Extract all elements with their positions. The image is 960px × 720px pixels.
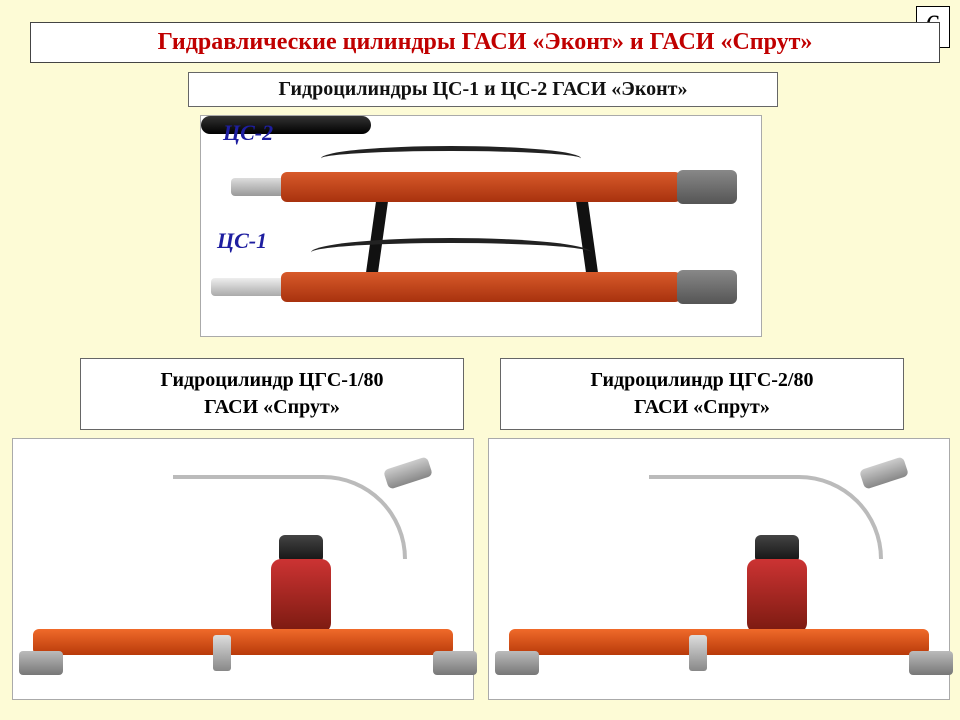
figure-sprut-1-80 [12,438,474,700]
valve-block-icon [271,559,331,633]
cylinder-body-icon [509,629,929,655]
caption-line: ГАСИ «Спрут» [204,396,340,418]
caption-line: ГАСИ «Спрут» [634,396,770,418]
caption-line: Гидроцилиндр ЦГС-2/80 [591,369,814,391]
subtitle-top: Гидроцилиндры ЦС-1 и ЦС-2 ГАСИ «Эконт» [188,72,778,107]
connector-plug-icon [383,456,433,489]
end-fitting-lower [677,270,737,304]
caption-sprut-2-80: Гидроцилиндр ЦГС-2/80 ГАСИ «Спрут» [500,358,904,430]
cylinder-body-upper [281,172,681,202]
end-foot-right-icon [909,651,953,675]
piston-rod-icon [213,635,231,671]
figure-ekont-cylinders: ЦС-2 ЦС-1 [200,115,762,337]
cylinder-body-lower [281,272,681,302]
label-ts1: ЦС-1 [217,228,267,254]
cylinder-body-icon [33,629,453,655]
piston-rod-icon [689,635,707,671]
end-foot-left-icon [495,651,539,675]
connector-plug-icon [859,456,909,489]
caption-sprut-1-80: Гидроцилиндр ЦГС-1/80 ГАСИ «Спрут» [80,358,464,430]
main-title: Гидравлические цилиндры ГАСИ «Эконт» и Г… [30,22,940,63]
end-fitting-upper [677,170,737,204]
figure-sprut-2-80 [488,438,950,700]
rod-lower [211,278,291,296]
caption-line: Гидроцилиндр ЦГС-1/80 [161,369,384,391]
valve-block-icon [747,559,807,633]
label-ts2: ЦС-2 [223,120,273,146]
end-foot-right-icon [433,651,477,675]
hose-upper [321,146,581,171]
end-foot-left-icon [19,651,63,675]
hose-lower [311,238,591,267]
